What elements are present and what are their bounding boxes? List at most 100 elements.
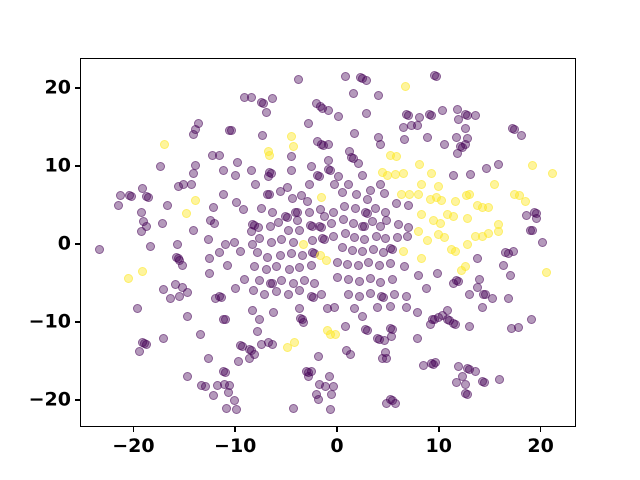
- data-point-cluster-yellow: [416, 209, 426, 219]
- data-point-cluster-purple: [299, 276, 309, 286]
- data-point-cluster-purple: [253, 248, 263, 258]
- data-point-cluster-purple: [229, 238, 239, 248]
- data-point-cluster-purple: [144, 192, 154, 202]
- data-point-cluster-purple: [448, 278, 458, 288]
- data-point-cluster-purple: [315, 171, 325, 181]
- data-point-cluster-yellow: [427, 168, 437, 178]
- data-point-cluster-purple: [509, 124, 519, 134]
- data-point-cluster-purple: [387, 331, 397, 341]
- data-point-cluster-purple: [494, 159, 504, 169]
- data-point-cluster-purple: [286, 152, 296, 162]
- data-point-cluster-purple: [215, 248, 225, 258]
- data-point-cluster-purple: [372, 231, 382, 241]
- y-tick-label: 20: [44, 76, 71, 99]
- data-point-cluster-purple: [188, 130, 198, 140]
- data-point-cluster-purple: [472, 253, 482, 263]
- data-point-cluster-purple: [314, 395, 324, 404]
- data-point-cluster-purple: [363, 325, 373, 335]
- data-point-cluster-purple: [320, 234, 330, 244]
- x-tick-mark: [437, 427, 440, 432]
- data-point-cluster-purple: [403, 110, 413, 120]
- data-point-cluster-purple: [126, 192, 136, 201]
- data-point-cluster-purple: [142, 340, 152, 350]
- data-point-cluster-purple: [359, 222, 369, 232]
- data-point-cluster-purple: [438, 106, 448, 116]
- data-point-cluster-purple: [182, 312, 192, 322]
- data-point-cluster-purple: [255, 276, 265, 286]
- data-point-cluster-purple: [382, 216, 392, 226]
- data-point-cluster-purple: [264, 172, 274, 182]
- data-point-cluster-purple: [292, 216, 302, 226]
- data-point-cluster-purple: [443, 306, 453, 315]
- data-point-cluster-purple: [464, 289, 474, 299]
- data-point-cluster-purple: [376, 180, 386, 190]
- data-point-cluster-purple: [357, 247, 367, 257]
- data-point-cluster-yellow: [138, 266, 148, 276]
- data-point-cluster-yellow: [423, 235, 433, 245]
- data-point-cluster-purple: [276, 234, 286, 244]
- data-point-cluster-purple: [332, 257, 342, 267]
- data-point-cluster-yellow: [450, 197, 460, 207]
- data-point-cluster-purple: [137, 208, 147, 218]
- x-tick-mark: [132, 427, 135, 432]
- data-point-cluster-purple: [452, 104, 462, 114]
- data-point-cluster-purple: [373, 302, 383, 312]
- data-point-cluster-purple: [460, 124, 470, 134]
- data-point-cluster-purple: [265, 190, 275, 200]
- data-point-cluster-purple: [391, 199, 401, 209]
- data-point-cluster-purple: [386, 259, 396, 269]
- y-tick-label: −20: [28, 388, 71, 411]
- data-point-cluster-yellow: [490, 179, 500, 189]
- data-point-cluster-purple: [231, 405, 241, 415]
- data-point-cluster-purple: [366, 185, 376, 195]
- data-point-cluster-purple: [248, 240, 258, 250]
- data-point-cluster-yellow: [322, 256, 332, 266]
- data-point-cluster-purple: [191, 160, 201, 170]
- data-point-cluster-purple: [247, 227, 256, 237]
- data-point-cluster-purple: [532, 213, 541, 223]
- data-point-cluster-purple: [247, 166, 256, 176]
- data-point-cluster-yellow: [123, 273, 133, 283]
- data-point-cluster-purple: [362, 109, 372, 119]
- data-point-cluster-purple: [268, 340, 278, 350]
- data-point-cluster-purple: [472, 282, 482, 292]
- data-point-cluster-purple: [376, 222, 386, 232]
- data-point-cluster-purple: [378, 353, 388, 363]
- data-point-cluster-yellow: [434, 181, 444, 191]
- data-point-cluster-purple: [433, 269, 443, 279]
- data-point-cluster-yellow: [548, 169, 558, 179]
- data-point-cluster-purple: [288, 238, 298, 248]
- data-point-cluster-purple: [293, 74, 303, 84]
- data-point-cluster-purple: [257, 203, 267, 213]
- data-point-cluster-purple: [423, 133, 433, 143]
- data-point-cluster-purple: [440, 140, 450, 150]
- data-point-cluster-purple: [282, 213, 292, 223]
- data-point-cluster-yellow: [413, 190, 423, 200]
- data-point-cluster-purple: [298, 317, 308, 327]
- data-point-cluster-purple: [174, 291, 184, 301]
- data-point-cluster-purple: [351, 190, 361, 200]
- data-point-cluster-purple: [222, 261, 232, 271]
- data-point-cluster-purple: [389, 289, 399, 299]
- data-point-cluster-purple: [337, 188, 347, 198]
- data-point-cluster-purple: [348, 88, 358, 98]
- data-point-cluster-purple: [201, 381, 211, 391]
- data-point-cluster-purple: [115, 191, 125, 201]
- data-point-cluster-purple: [330, 302, 340, 312]
- data-point-cluster-purple: [363, 195, 373, 205]
- data-point-cluster-purple: [399, 135, 409, 144]
- y-tick-mark: [75, 321, 80, 324]
- data-point-cluster-yellow: [436, 219, 446, 229]
- data-point-cluster-purple: [209, 391, 219, 401]
- data-point-cluster-purple: [342, 259, 352, 269]
- data-point-cluster-purple: [330, 180, 340, 190]
- data-point-cluster-purple: [262, 107, 272, 117]
- data-point-cluster-purple: [317, 289, 327, 299]
- data-point-cluster-purple: [470, 366, 480, 376]
- data-point-cluster-purple: [343, 274, 353, 284]
- data-point-cluster-purple: [248, 306, 258, 315]
- data-point-cluster-yellow: [398, 169, 408, 179]
- data-point-cluster-yellow: [448, 212, 458, 222]
- data-point-cluster-yellow: [440, 232, 450, 242]
- data-point-cluster-purple: [516, 131, 526, 141]
